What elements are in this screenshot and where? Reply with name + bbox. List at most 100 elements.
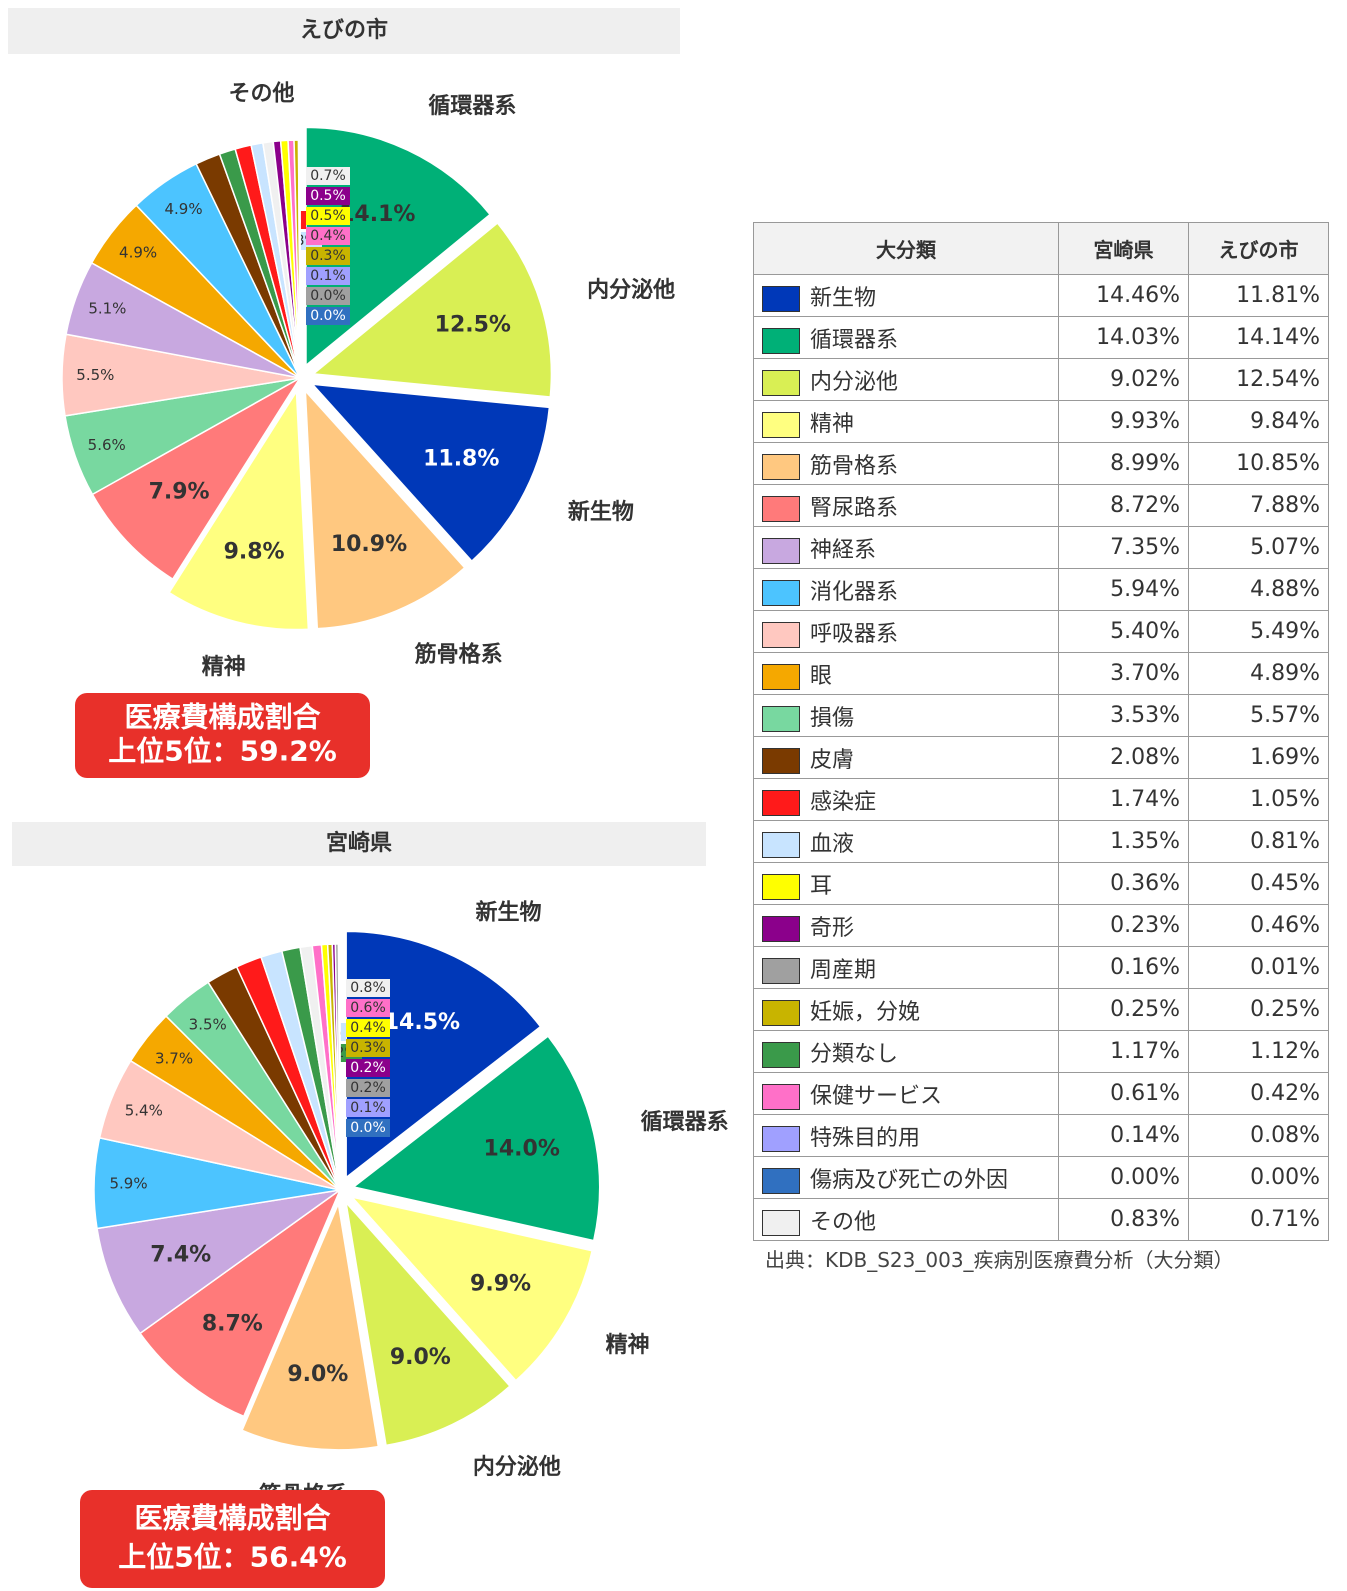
table-cell: 1.05% [1188,778,1329,821]
cell-text: 3.53% [1110,703,1180,728]
table-cell: 0.14% [1058,1114,1189,1157]
cell-text: 0.81% [1250,829,1320,854]
table-row: 神経系 7.35% 5.07% [753,526,1329,569]
swatch [762,663,800,690]
value-label: 0.6% [350,1000,386,1016]
table-row: 感染症 1.74% 1.05% [753,778,1329,821]
table-cell: 消化器系 [753,568,1059,611]
value-label: 9.0% [287,1362,348,1387]
value-label-box [306,267,350,285]
table-row: 周産期 0.16% 0.01% [753,946,1329,989]
cell-text: 神経系 [810,537,877,563]
value-label: 0.1% [350,1100,386,1116]
value-label: 5.1% [88,299,126,317]
table-cell: 0.71% [1188,1198,1329,1241]
value-label: 0.5% [310,208,346,224]
category-label: 新生物 [568,499,634,525]
cell-text: 5.94% [1110,577,1180,602]
table-cell: 3.70% [1058,652,1189,695]
cell-text: 損傷 [810,705,855,731]
table-cell: 1.69% [1188,736,1329,779]
table-cell: 5.57% [1188,694,1329,737]
cell-text: 内分泌他 [810,369,899,395]
swatch [762,915,800,942]
cell-text: 耳 [810,873,833,899]
cell-text: 8.99% [1110,451,1180,476]
cell-text: 分類なし [810,1041,899,1067]
value-label-box [346,1039,390,1057]
category-label: 筋骨格系 [414,641,503,667]
table-cell: 特殊目的用 [753,1114,1059,1157]
value-label: 8.7% [202,1311,263,1336]
value-label: 4.9% [119,243,157,261]
table-row: 特殊目的用 0.14% 0.08% [753,1114,1329,1157]
cell-text: 眼 [810,663,833,689]
table-cell: 5.07% [1188,526,1329,569]
table-cell: 0.01% [1188,946,1329,989]
category-label: 精神 [606,1332,650,1358]
table-cell: 1.35% [1058,820,1189,863]
swatch [762,285,800,312]
cell-text: 10.85% [1236,451,1320,476]
value-label-box [306,187,350,205]
value-label: 4.9% [165,200,203,218]
table-row: 消化器系 5.94% 4.88% [753,568,1329,611]
value-label: 14.1% [339,202,415,227]
pie-slice [345,930,542,1179]
cell-text: 7.35% [1110,535,1180,560]
swatch [762,537,800,564]
swatch [762,789,800,816]
chart-title: 宮崎県 [326,830,392,856]
table-cell: 14.03% [1058,316,1189,359]
swatch [762,873,800,900]
cell-text: 0.61% [1110,1081,1180,1106]
title-bar [12,822,706,866]
category-label: 内分泌他 [473,1454,561,1480]
table-cell: 14.46% [1058,274,1189,317]
value-label: 14.0% [484,1136,560,1161]
table-row: 眼 3.70% 4.89% [753,652,1329,695]
category-label: 新生物 [476,899,542,925]
category-label: その他 [229,82,295,107]
swatch [762,1209,800,1236]
pie-slice [310,383,551,563]
value-label: 0.3% [350,1040,386,1056]
table-row: 循環器系 14.03% 14.14% [753,316,1329,359]
table-cell: 腎尿路系 [753,484,1059,527]
cell-text: 妊娠，分娩 [810,999,921,1025]
value-label: 0.3% [310,248,346,264]
source: 出典：KDB_S23_003_疾病別医療費分析（大分類） [765,1248,1234,1272]
table-cell: 0.25% [1188,988,1329,1031]
cell-text: 0.01% [1250,955,1320,980]
table-cell: 7.88% [1188,484,1329,527]
value-label-box [346,1019,390,1037]
badge-text: 上位5位：59.2% [108,735,337,768]
cell-text: 0.25% [1110,997,1180,1022]
badge-text: 上位5位：56.4% [118,1541,347,1574]
table-cell: 7.35% [1058,526,1189,569]
value-label: 5.5% [76,366,114,384]
cell-text: 循環器系 [810,327,899,353]
column-header: えびの市 [1188,222,1329,275]
cell-text: 4.89% [1250,661,1320,686]
table-cell: 皮膚 [753,736,1059,779]
value-label: 0.0% [350,1120,386,1136]
table-cell: 呼吸器系 [753,610,1059,653]
cell-text: 9.84% [1250,409,1320,434]
category-label: 精神 [202,654,246,680]
table-cell: 0.42% [1188,1072,1329,1115]
value-label-box [306,287,350,305]
cell-text: 周産期 [810,957,877,983]
value-label-box [306,247,350,265]
table-cell: 1.12% [1188,1030,1329,1073]
pie-slice [344,1200,511,1447]
value-label: 7.9% [149,480,210,505]
cell-text: 1.12% [1250,1039,1320,1064]
value-label: 9.9% [470,1271,531,1296]
cell-text: 0.42% [1250,1081,1320,1106]
table-cell: 血液 [753,820,1059,863]
value-label-box [306,167,350,185]
table-cell: 耳 [753,862,1059,905]
pie-slice [304,388,466,630]
swatch [762,411,800,438]
